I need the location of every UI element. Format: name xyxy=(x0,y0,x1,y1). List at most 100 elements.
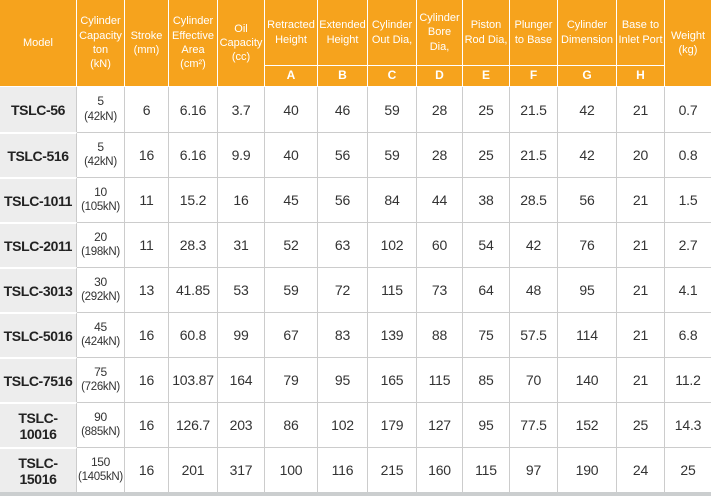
value-cell: 203 xyxy=(218,402,265,447)
value-cell: 60 xyxy=(417,222,463,267)
value-cell: 190 xyxy=(558,447,617,492)
capacity-cell: 10 (105kN) xyxy=(77,177,125,222)
value-cell: 95 xyxy=(463,402,510,447)
value-cell: 95 xyxy=(558,267,617,312)
col-letter-g: G xyxy=(558,66,617,87)
value-cell: 0.8 xyxy=(665,132,711,177)
value-cell: 140 xyxy=(558,357,617,402)
value-cell: 64 xyxy=(463,267,510,312)
value-cell: 115 xyxy=(463,447,510,492)
table-row: TSLC-3013 30 (292kN) 13 41.85 53 59 72 1… xyxy=(0,267,711,312)
table-row: TSLC-5016 45 (424kN) 16 60.8 99 67 83 13… xyxy=(0,312,711,357)
value-cell: 28.3 xyxy=(169,222,218,267)
value-cell: 102 xyxy=(318,402,368,447)
value-cell: 11 xyxy=(125,222,169,267)
value-cell: 25 xyxy=(463,132,510,177)
model-cell: TSLC-5016 xyxy=(0,312,77,357)
value-cell: 126.7 xyxy=(169,402,218,447)
col-header-weight: Weight (kg) xyxy=(665,0,711,87)
value-cell: 59 xyxy=(368,132,417,177)
value-cell: 75 xyxy=(463,312,510,357)
capacity-cell: 150 (1405kN) xyxy=(77,447,125,492)
value-cell: 31 xyxy=(218,222,265,267)
value-cell: 16 xyxy=(125,132,169,177)
value-cell: 152 xyxy=(558,402,617,447)
col-header-plunger-to-base: Plunger to Base xyxy=(510,0,558,66)
value-cell: 11.2 xyxy=(665,357,711,402)
value-cell: 44 xyxy=(417,177,463,222)
value-cell: 46 xyxy=(318,87,368,132)
capacity-kn: (1405kN) xyxy=(78,471,123,484)
value-cell: 28 xyxy=(417,132,463,177)
value-cell: 63 xyxy=(318,222,368,267)
value-cell: 317 xyxy=(218,447,265,492)
value-cell: 99 xyxy=(218,312,265,357)
capacity-kn: (198kN) xyxy=(81,246,120,259)
value-cell: 59 xyxy=(368,87,417,132)
capacity-ton: 20 xyxy=(94,229,107,244)
value-cell: 59 xyxy=(265,267,318,312)
table-bottom-bar xyxy=(0,492,711,496)
value-cell: 41.85 xyxy=(169,267,218,312)
value-cell: 6 xyxy=(125,87,169,132)
value-cell: 6.16 xyxy=(169,132,218,177)
value-cell: 103.87 xyxy=(169,357,218,402)
value-cell: 24 xyxy=(617,447,665,492)
value-cell: 72 xyxy=(318,267,368,312)
capacity-kn: (726kN) xyxy=(81,381,120,394)
value-cell: 179 xyxy=(368,402,417,447)
value-cell: 100 xyxy=(265,447,318,492)
header-row-letters: A B C D E F G H xyxy=(0,66,711,87)
value-cell: 83 xyxy=(318,312,368,357)
value-cell: 60.8 xyxy=(169,312,218,357)
col-letter-f: F xyxy=(510,66,558,87)
value-cell: 56 xyxy=(558,177,617,222)
model-cell: TSLC-10016 xyxy=(0,402,77,447)
capacity-cell: 45 (424kN) xyxy=(77,312,125,357)
col-header-retracted-height: Retracted Height xyxy=(265,0,318,66)
value-cell: 57.5 xyxy=(510,312,558,357)
value-cell: 114 xyxy=(558,312,617,357)
value-cell: 1.5 xyxy=(665,177,711,222)
value-cell: 2.7 xyxy=(665,222,711,267)
table-row: TSLC-1011 10 (105kN) 11 15.2 16 45 56 84… xyxy=(0,177,711,222)
model-cell: TSLC-15016 xyxy=(0,447,77,492)
col-letter-a: A xyxy=(265,66,318,87)
value-cell: 102 xyxy=(368,222,417,267)
capacity-cell: 75 (726kN) xyxy=(77,357,125,402)
value-cell: 21 xyxy=(617,312,665,357)
value-cell: 25 xyxy=(617,402,665,447)
value-cell: 4.1 xyxy=(665,267,711,312)
col-letter-b: B xyxy=(318,66,368,87)
table-body: TSLC-56 5 (42kN) 6 6.16 3.7 40 46 59 28 … xyxy=(0,87,711,492)
capacity-kn: (424kN) xyxy=(81,336,120,349)
value-cell: 42 xyxy=(558,87,617,132)
value-cell: 16 xyxy=(125,357,169,402)
capacity-cell: 5 (42kN) xyxy=(77,87,125,132)
model-cell: TSLC-7516 xyxy=(0,357,77,402)
value-cell: 215 xyxy=(368,447,417,492)
col-header-capacity: Cylinder Capacity ton (kN) xyxy=(77,0,125,87)
value-cell: 15.2 xyxy=(169,177,218,222)
value-cell: 56 xyxy=(318,132,368,177)
value-cell: 116 xyxy=(318,447,368,492)
value-cell: 16 xyxy=(125,312,169,357)
col-letter-e: E xyxy=(463,66,510,87)
value-cell: 3.7 xyxy=(218,87,265,132)
capacity-cell: 20 (198kN) xyxy=(77,222,125,267)
capacity-kn: (885kN) xyxy=(81,426,120,439)
value-cell: 25 xyxy=(665,447,711,492)
value-cell: 53 xyxy=(218,267,265,312)
value-cell: 16 xyxy=(218,177,265,222)
capacity-kn: (42kN) xyxy=(84,156,117,169)
value-cell: 54 xyxy=(463,222,510,267)
model-cell: TSLC-3013 xyxy=(0,267,77,312)
value-cell: 28 xyxy=(417,87,463,132)
capacity-ton: 5 xyxy=(97,94,104,109)
capacity-cell: 90 (885kN) xyxy=(77,402,125,447)
capacity-ton: 10 xyxy=(94,184,107,199)
model-cell: TSLC-516 xyxy=(0,132,77,177)
value-cell: 21 xyxy=(617,357,665,402)
value-cell: 48 xyxy=(510,267,558,312)
